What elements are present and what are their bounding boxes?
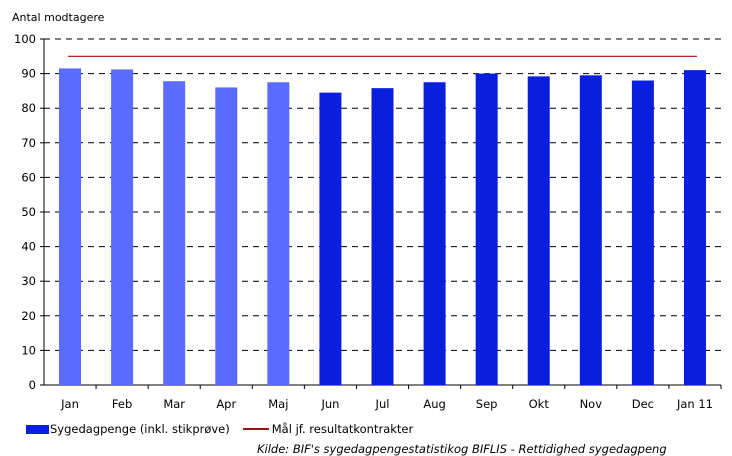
x-tick-label: Mar <box>163 397 185 411</box>
legend-bar-label: Sygedagpenge (inkl. stikprøve) <box>50 422 230 436</box>
bar <box>59 68 82 385</box>
bar <box>111 69 134 385</box>
x-tick-label: Jan <box>60 397 79 411</box>
bar <box>683 70 706 385</box>
legend-bar-swatch <box>26 424 49 434</box>
legend-line-swatch <box>242 428 269 430</box>
x-tick-label: Sep <box>476 397 498 411</box>
x-tick-label: Apr <box>216 397 236 411</box>
bar <box>215 87 238 385</box>
x-tick-label: Nov <box>580 397 603 411</box>
bar <box>371 88 394 385</box>
x-tick-label: Jul <box>375 397 390 411</box>
bar <box>163 81 186 385</box>
bar <box>267 82 290 385</box>
x-tick-label: Feb <box>112 397 132 411</box>
bar <box>631 80 654 386</box>
bar <box>527 76 550 386</box>
y-tick-label: 60 <box>21 170 36 184</box>
bar <box>579 75 602 385</box>
bar <box>475 73 498 385</box>
y-tick-label: 20 <box>21 309 36 323</box>
legend-line-label: Mål jf. resultatkontrakter <box>271 422 414 436</box>
y-axis-title: Antal modtagere <box>12 11 105 24</box>
x-tick-label: Jan 11 <box>676 397 713 411</box>
y-tick-label: 90 <box>21 67 36 81</box>
y-tick-label: 10 <box>21 343 36 357</box>
y-tick-label: 30 <box>21 274 36 288</box>
y-tick-label: 40 <box>21 240 36 254</box>
y-tick-label: 80 <box>21 101 36 115</box>
y-tick-label: 70 <box>21 136 36 150</box>
y-tick-label: 50 <box>21 205 36 219</box>
x-tick-label: Jun <box>320 397 339 411</box>
chart-canvas: 0 10 20 30 40 50 60 70 80 90 100 Jan Feb Mar Apr Maj Jun… <box>14 32 722 411</box>
legend: Sygedagpenge (inkl. stikprøve) Mål jf. r… <box>26 422 413 436</box>
bar <box>319 92 342 385</box>
x-tick-label: Aug <box>423 397 445 411</box>
y-tick-label: 0 <box>29 378 36 392</box>
x-tick-label: Okt <box>529 397 550 411</box>
y-tick-label: 100 <box>14 32 36 46</box>
bar <box>423 82 446 385</box>
source-note: Kilde: BIF's sygedagpengestatistikog BIF… <box>257 442 667 456</box>
x-tick-label: Maj <box>268 397 288 411</box>
x-tick-label: Dec <box>632 397 654 411</box>
